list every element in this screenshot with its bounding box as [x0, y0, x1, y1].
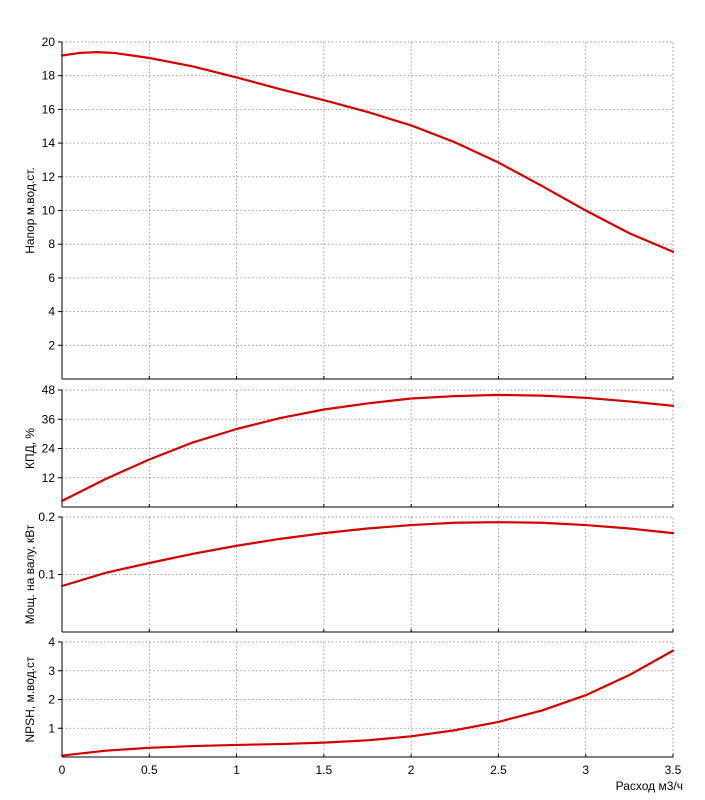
x-tick-label: 2.5 — [490, 763, 507, 777]
x-tick-label: 0 — [59, 763, 66, 777]
y-tick-label: 6 — [48, 271, 55, 285]
x-tick-label: 3.5 — [665, 763, 682, 777]
y-tick-label: 8 — [48, 237, 55, 251]
chart-panel-2: 12 24 36 48 КПД, % — [23, 383, 675, 508]
y-tick-label: 48 — [42, 383, 56, 397]
y-tick-label: 0.2 — [38, 510, 55, 524]
x-tick-label: 2 — [408, 763, 415, 777]
y-tick-label: 4 — [48, 635, 55, 649]
plot-frame — [61, 641, 674, 758]
y-tick-label: 3 — [48, 664, 55, 678]
y-tick-label: 18 — [42, 69, 56, 83]
y-tick-label: 20 — [42, 35, 56, 49]
y-tick-label: 12 — [42, 170, 56, 184]
y-tick-label: 10 — [42, 204, 56, 218]
y-tick-label: 16 — [42, 102, 56, 116]
series-line — [60, 521, 675, 588]
y-tick-label: 24 — [42, 442, 56, 456]
y-tick-label: 12 — [42, 471, 56, 485]
plot-frame — [61, 516, 674, 633]
y-tick-label: 0.1 — [38, 568, 55, 582]
x-axis-label: Расход м3/ч — [616, 779, 683, 793]
y-tick-label: 14 — [42, 136, 56, 150]
y-tick-label: 36 — [42, 412, 56, 426]
series-line — [60, 393, 675, 503]
chart-panel-1: 2 4 6 8 10 12 14 16 18 20 Напор м.вод.ст. — [23, 35, 675, 380]
plot-frame — [61, 389, 674, 508]
series-line — [60, 649, 675, 757]
y-tick-label: 2 — [48, 693, 55, 707]
chart-panel-4: 1 2 3 4 NPSH, м.вод.ст 0 0.5 1 1.5 2 2.5 3 3.5 Расход… — [23, 635, 683, 793]
y-tick-label: 4 — [48, 305, 55, 319]
series-line — [60, 51, 675, 253]
y-axis-label: Мощ. на валу, кВт — [23, 524, 37, 624]
y-axis-label: Напор м.вод.ст. — [23, 167, 37, 254]
x-tick-label: 0.5 — [141, 763, 158, 777]
y-tick-label: 1 — [48, 721, 55, 735]
plot-frame — [61, 41, 674, 380]
y-axis-label: NPSH, м.вод.ст — [23, 656, 37, 743]
x-tick-label: 1 — [233, 763, 240, 777]
y-axis-label: КПД, % — [23, 428, 37, 469]
y-tick-label: 2 — [48, 338, 55, 352]
x-tick-label: 3 — [582, 763, 589, 777]
x-tick-label: 1.5 — [316, 763, 333, 777]
